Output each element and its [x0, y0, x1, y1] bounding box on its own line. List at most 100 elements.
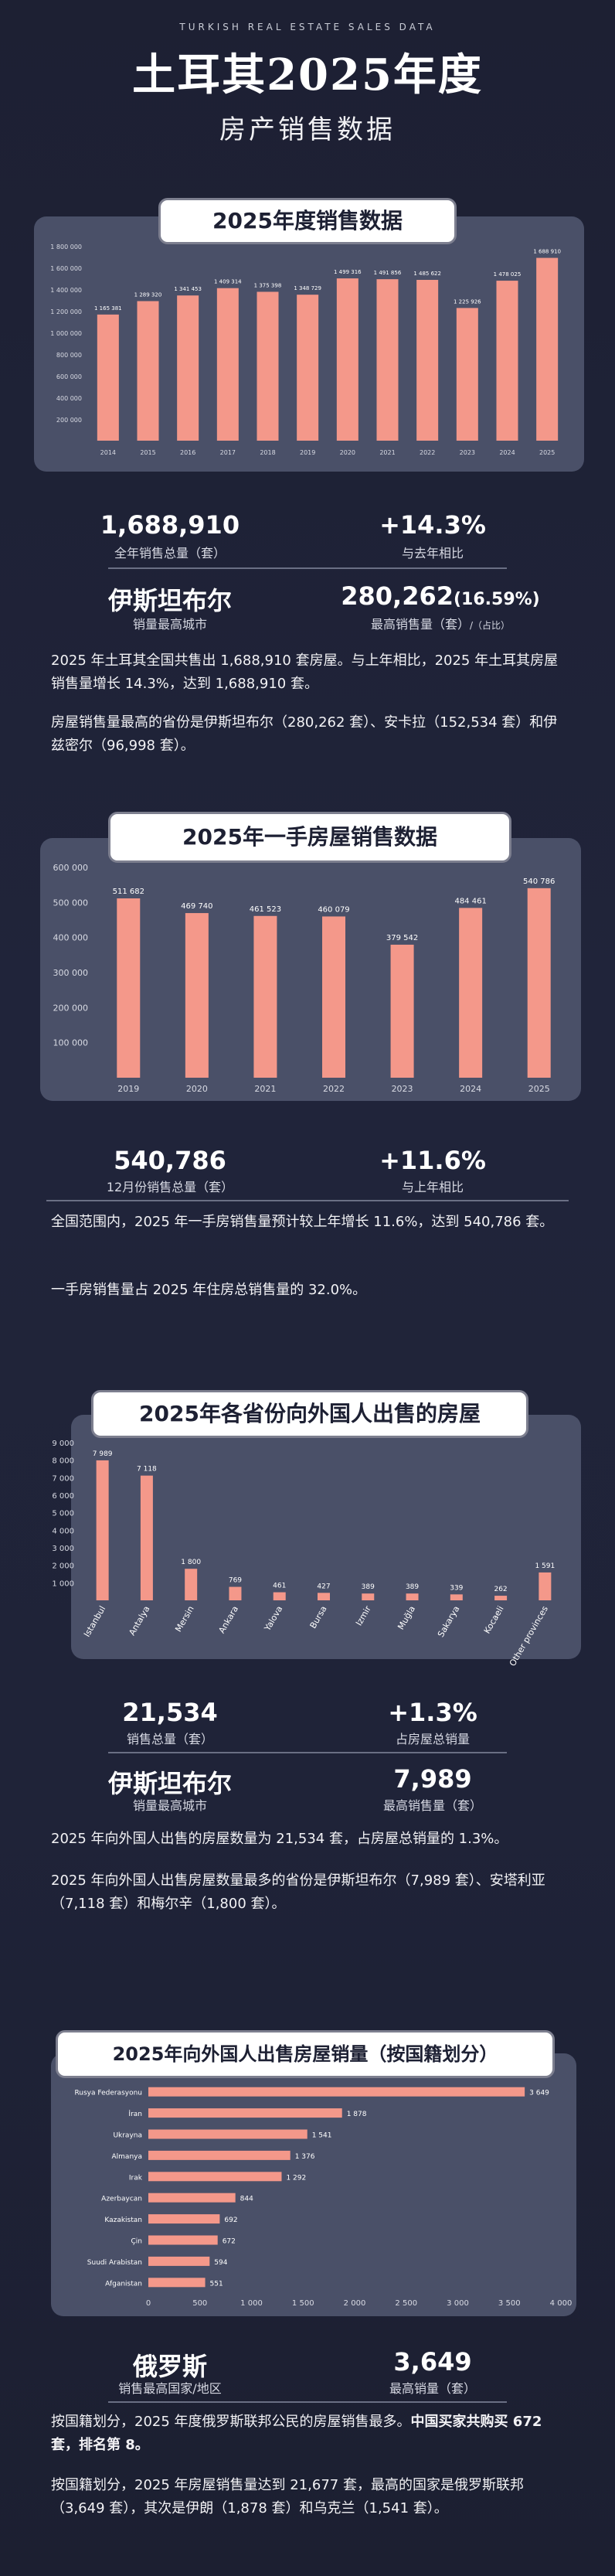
bar [148, 2235, 218, 2245]
y-tick-label: Çin [131, 2238, 143, 2246]
y-tick-label: 100 000 [53, 1038, 89, 1048]
bar [322, 916, 345, 1078]
x-tick-label: Antalya [127, 1604, 151, 1637]
x-tick-label: 2015 [140, 449, 155, 456]
y-tick-label: 1 000 000 [50, 330, 82, 337]
y-tick-label: Ukrayna [113, 2132, 142, 2140]
y-tick-label: 1 200 000 [50, 308, 82, 315]
s2-growth-value: +11.6% [379, 1146, 486, 1175]
s1-top-sales-label-row: 最高销售量（套）/（占比） [309, 614, 572, 632]
new-homes-chart: 100 000 200 000 300 000 400 000 500 000 600 0… [53, 863, 556, 1094]
x-tick-label: 2020 [340, 449, 355, 456]
bar [229, 1586, 242, 1600]
annual-sales-chart: 200 000 400 000 600 000 800 000 1 000 000 1 2… [50, 244, 561, 456]
y-tick-label: Rusya Federasyonu [74, 2090, 142, 2097]
bar [148, 2193, 236, 2203]
bar-value-label: 1 289 320 [134, 291, 162, 298]
bar [496, 281, 518, 441]
bar [148, 2256, 210, 2266]
x-tick-label: 4 000 [550, 2299, 573, 2308]
bar [450, 1594, 463, 1600]
bar-value-label: 1 541 [312, 2132, 332, 2140]
y-tick-label: 400 000 [53, 933, 89, 943]
bar-value-label: 1 485 622 [413, 271, 441, 277]
s2-divider [46, 1200, 569, 1201]
s4-divider [108, 2401, 507, 2403]
bar-value-label: 769 [229, 1577, 242, 1585]
bar-value-label: 7 118 [137, 1466, 157, 1474]
s3-paragraph-1: 2025 年向外国人出售的房屋数量为 21,534 套，占房屋总销量的 1.3%… [51, 1831, 508, 1847]
y-tick-label: Suudi Arabistan [87, 2259, 142, 2267]
bar-value-label: 339 [450, 1584, 463, 1592]
x-tick-label: Sakarya [436, 1604, 461, 1639]
bar [527, 888, 551, 1078]
bar-value-label: 389 [362, 1583, 375, 1591]
bar-value-label: 1 499 316 [334, 269, 362, 275]
x-tick-label: 2024 [499, 449, 515, 456]
s3-top-sales-label: 最高销售量（套） [382, 1798, 482, 1813]
bar [390, 944, 414, 1078]
bar-value-label: 551 [210, 2280, 223, 2288]
foreign-sales-by-province-chart: 1 000 2 000 3 000 4 000 5 000 6 000 7 000 8 000… [52, 1440, 555, 1668]
bar-value-label: 427 [317, 1583, 330, 1590]
x-tick-label: 2020 [186, 1084, 208, 1094]
y-tick-label: 1 800 000 [50, 244, 82, 250]
x-tick-label: 2021 [379, 449, 395, 456]
x-tick-label: 2023 [460, 449, 475, 456]
bar-value-label: 1 478 025 [494, 271, 522, 278]
bar-value-label: 1 375 398 [254, 282, 282, 288]
x-tick-label: 2014 [100, 449, 116, 456]
bar [148, 2129, 308, 2139]
bar [416, 280, 439, 441]
s2-growth-label: 与上年相比 [401, 1180, 464, 1194]
x-tick-label: 2017 [220, 449, 236, 456]
chart4-panel [51, 2053, 576, 2316]
x-tick-label: 2018 [260, 449, 275, 456]
bar-value-label: 1 165 381 [94, 305, 122, 312]
x-tick-label: 500 [192, 2299, 207, 2308]
s4-paragraph-1-a: 按国籍划分，2025 年度俄罗斯联邦公民的房屋销售最多。 [51, 2414, 411, 2430]
y-tick-label: 600 000 [53, 863, 89, 873]
bar [273, 1592, 286, 1600]
x-tick-label: Muğla [396, 1604, 417, 1631]
s4-top-sales-label: 最高销量（套） [389, 2381, 476, 2396]
bar [148, 2108, 342, 2118]
s1-top-city-label: 销量最高城市 [132, 617, 207, 632]
y-tick-label: İran [128, 2110, 142, 2118]
bar [177, 295, 199, 441]
y-tick-label: 6 000 [52, 1492, 74, 1501]
bar-value-label: 1 878 [347, 2111, 367, 2118]
bar [185, 913, 209, 1078]
x-tick-label: 3 500 [498, 2299, 521, 2308]
s1-top-sales-label-small: /（占比） [469, 620, 511, 631]
bar-value-label: 1 800 [181, 1559, 201, 1566]
s1-growth-label: 与去年相比 [401, 546, 464, 561]
section1-title: 2025年度销售数据 [158, 198, 457, 244]
s1-top-city-value: 伊斯坦布尔 [107, 586, 232, 615]
s1-total-sales-value: 1,688,910 [100, 510, 240, 540]
y-tick-label: 2 000 [52, 1562, 74, 1571]
bar [376, 279, 399, 441]
s3-top-city-label: 销量最高城市 [132, 1798, 207, 1813]
bar-value-label: 1 292 [286, 2174, 306, 2182]
y-tick-label: 300 000 [53, 968, 89, 978]
y-tick-label: 800 000 [56, 352, 82, 359]
s3-total-label: 销售总量（套） [126, 1732, 213, 1746]
section2-title: 2025年一手房屋销售数据 [108, 812, 511, 863]
x-tick-label: 3 000 [447, 2299, 469, 2308]
bar [148, 2172, 282, 2182]
bar-value-label: 1 341 453 [174, 286, 202, 292]
y-tick-label: 200 000 [53, 1003, 89, 1013]
bar-value-label: 1 688 910 [533, 249, 561, 255]
x-tick-label: 2019 [117, 1084, 139, 1094]
y-tick-label: 1 600 000 [50, 265, 82, 272]
y-tick-label: 5 000 [52, 1510, 74, 1518]
s1-growth-value: +14.3% [379, 510, 486, 540]
s2-paragraph-2: 一手房销售量占 2025 年住房总销售量的 32.0%。 [51, 1282, 367, 1298]
y-tick-label: Kazakistan [104, 2217, 142, 2224]
bar [148, 2278, 206, 2288]
x-tick-label: 2025 [539, 449, 555, 456]
s3-total-value: 21,534 [122, 1698, 218, 1727]
bar-value-label: 1 225 926 [454, 298, 481, 305]
x-tick-label: 2021 [254, 1084, 276, 1094]
